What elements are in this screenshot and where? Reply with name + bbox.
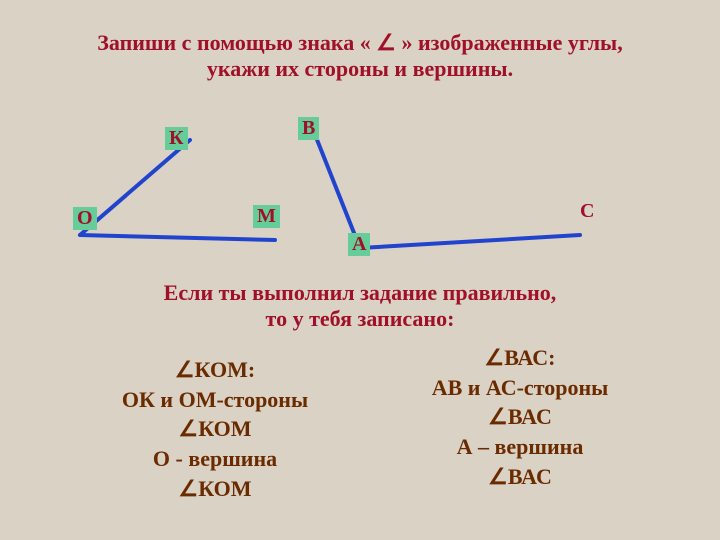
subheading-line1: Если ты выполнил задание правильно, [164,280,557,305]
ray-om [80,235,275,240]
ray-ab [310,122,360,248]
check-heading: Если ты выполнил задание правильно, то у… [110,280,610,332]
kom-l3: ∠КОМ [178,416,251,441]
label-k: К [165,127,188,150]
kom-l5: ∠КОМ [178,476,251,501]
answer-kom: ∠КОМ: ОК и ОМ-стороны ∠КОМ О - вершина ∠… [95,355,335,503]
label-o: О [73,207,97,230]
label-a: А [348,233,370,256]
bac-l3: ∠ВАС [488,404,552,429]
label-c: С [576,200,598,223]
kom-l4: О - вершина [153,446,277,471]
label-b: В [298,117,319,140]
label-m: М [253,205,280,228]
kom-l1: ∠КОМ: [175,357,255,382]
ray-ac [360,235,580,248]
bac-l2: АВ и АС-стороны [432,375,609,400]
bac-l1: ∠ВАС: [484,345,555,370]
subheading-line2: то у тебя записано: [266,306,455,331]
bac-l5: ∠ВАС [488,464,552,489]
kom-l2: ОК и ОМ-стороны [122,387,308,412]
bac-l4: А – вершина [457,434,584,459]
answer-bac: ∠ВАС: АВ и АС-стороны ∠ВАС А – вершина ∠… [400,343,640,491]
